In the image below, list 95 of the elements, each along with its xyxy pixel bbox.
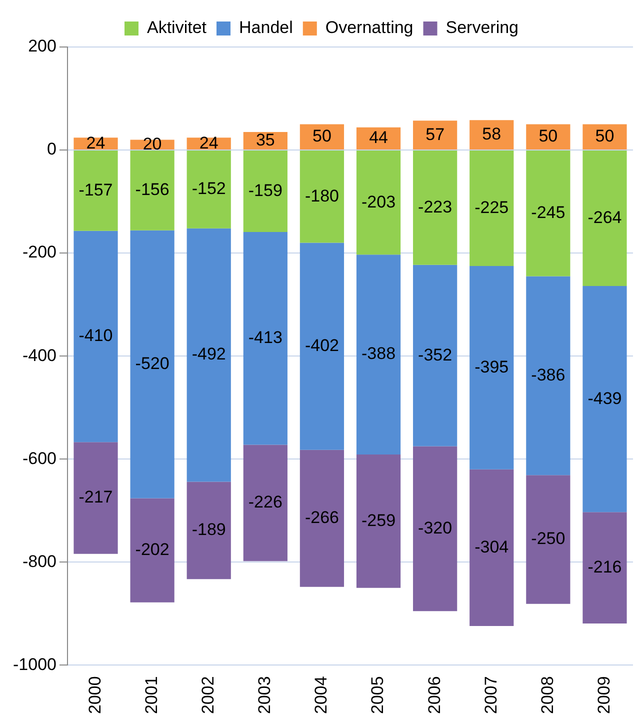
x-tick-label: 2000 <box>85 676 104 714</box>
y-tick-label: -800 <box>22 552 56 571</box>
data-label: 58 <box>482 124 502 144</box>
data-label: -352 <box>418 345 452 364</box>
x-tick-label: 2006 <box>424 676 444 714</box>
data-label: -439 <box>588 388 622 408</box>
data-label: 50 <box>312 126 332 146</box>
y-tick-label: 200 <box>28 36 56 56</box>
data-label: -245 <box>531 203 566 222</box>
x-tick-label: 2004 <box>312 676 331 714</box>
data-label: 50 <box>595 126 614 146</box>
data-label: -520 <box>135 354 170 374</box>
bar <box>130 150 174 230</box>
data-label: -250 <box>531 529 566 548</box>
data-label: -156 <box>135 180 170 200</box>
data-label: 35 <box>256 130 275 150</box>
bar <box>582 124 627 150</box>
data-label: -413 <box>248 328 282 348</box>
data-label: -202 <box>135 540 170 559</box>
data-label: 50 <box>538 126 558 146</box>
bar <box>526 150 570 276</box>
bar <box>243 150 288 232</box>
data-label: 57 <box>426 124 445 144</box>
x-tick-label: 2009 <box>594 676 614 714</box>
bar <box>130 498 174 602</box>
bar <box>526 276 570 476</box>
bar <box>582 512 627 624</box>
bar <box>413 150 458 265</box>
bar <box>356 454 401 588</box>
y-tick-label: -600 <box>22 448 56 468</box>
data-label: -492 <box>192 344 226 364</box>
data-label: -152 <box>192 179 226 198</box>
x-tick-label: 2008 <box>538 676 557 714</box>
data-label: -320 <box>418 518 452 538</box>
x-tick-label: 2003 <box>255 676 274 714</box>
bar <box>300 150 344 243</box>
data-label: -304 <box>474 537 509 556</box>
data-label: 20 <box>142 134 162 154</box>
bar <box>413 446 458 612</box>
data-label: -264 <box>588 208 622 227</box>
bar <box>356 127 401 150</box>
x-tick-label: 2005 <box>368 676 388 714</box>
bar <box>74 230 118 442</box>
x-tick-label: 2001 <box>142 676 161 714</box>
data-label: -386 <box>531 365 566 384</box>
data-label: -225 <box>474 198 509 217</box>
data-label: -189 <box>192 520 226 540</box>
bar <box>186 482 231 580</box>
x-tick-label: 2007 <box>481 676 500 714</box>
x-tick-label: 2002 <box>198 676 218 714</box>
data-label: -226 <box>248 492 282 512</box>
bar <box>470 150 514 266</box>
legend-label: Handel <box>239 18 293 38</box>
bar <box>130 230 174 498</box>
data-label: -217 <box>78 488 113 507</box>
data-label: -410 <box>78 326 113 346</box>
data-label: 24 <box>86 133 106 152</box>
data-label: -203 <box>362 192 396 212</box>
data-label: 44 <box>369 128 388 148</box>
bar <box>243 232 288 445</box>
data-label: -216 <box>588 558 622 577</box>
legend-label: Overnatting <box>325 18 414 38</box>
y-tick-label: -1000 <box>12 654 56 674</box>
bar <box>74 150 118 231</box>
data-label: -402 <box>304 336 339 355</box>
data-label: -157 <box>78 180 113 200</box>
bar <box>356 150 401 255</box>
bar <box>582 150 627 286</box>
legend-label: Aktivitet <box>146 18 207 38</box>
data-label: -266 <box>304 508 339 528</box>
bar <box>243 444 288 562</box>
data-label: 24 <box>199 133 218 152</box>
y-tick-label: -200 <box>22 242 56 262</box>
data-label: -259 <box>362 510 396 530</box>
y-tick-label: 0 <box>47 140 56 159</box>
bar <box>186 228 231 482</box>
data-label: -180 <box>304 186 339 206</box>
bar <box>470 266 514 470</box>
bar <box>526 475 570 604</box>
bar <box>300 450 344 587</box>
bar <box>470 469 514 626</box>
data-label: -159 <box>248 180 282 200</box>
bar <box>300 242 344 450</box>
bar <box>74 442 118 554</box>
bar <box>470 120 514 150</box>
bar <box>186 150 231 228</box>
bar <box>582 286 627 512</box>
data-label: -395 <box>474 357 509 376</box>
bar <box>356 254 401 454</box>
data-label: -223 <box>418 197 452 216</box>
data-label: -388 <box>362 344 396 364</box>
bar <box>413 120 458 150</box>
bar <box>413 264 458 446</box>
legend-label: Servering <box>446 18 519 38</box>
y-tick-label: -400 <box>22 346 56 365</box>
